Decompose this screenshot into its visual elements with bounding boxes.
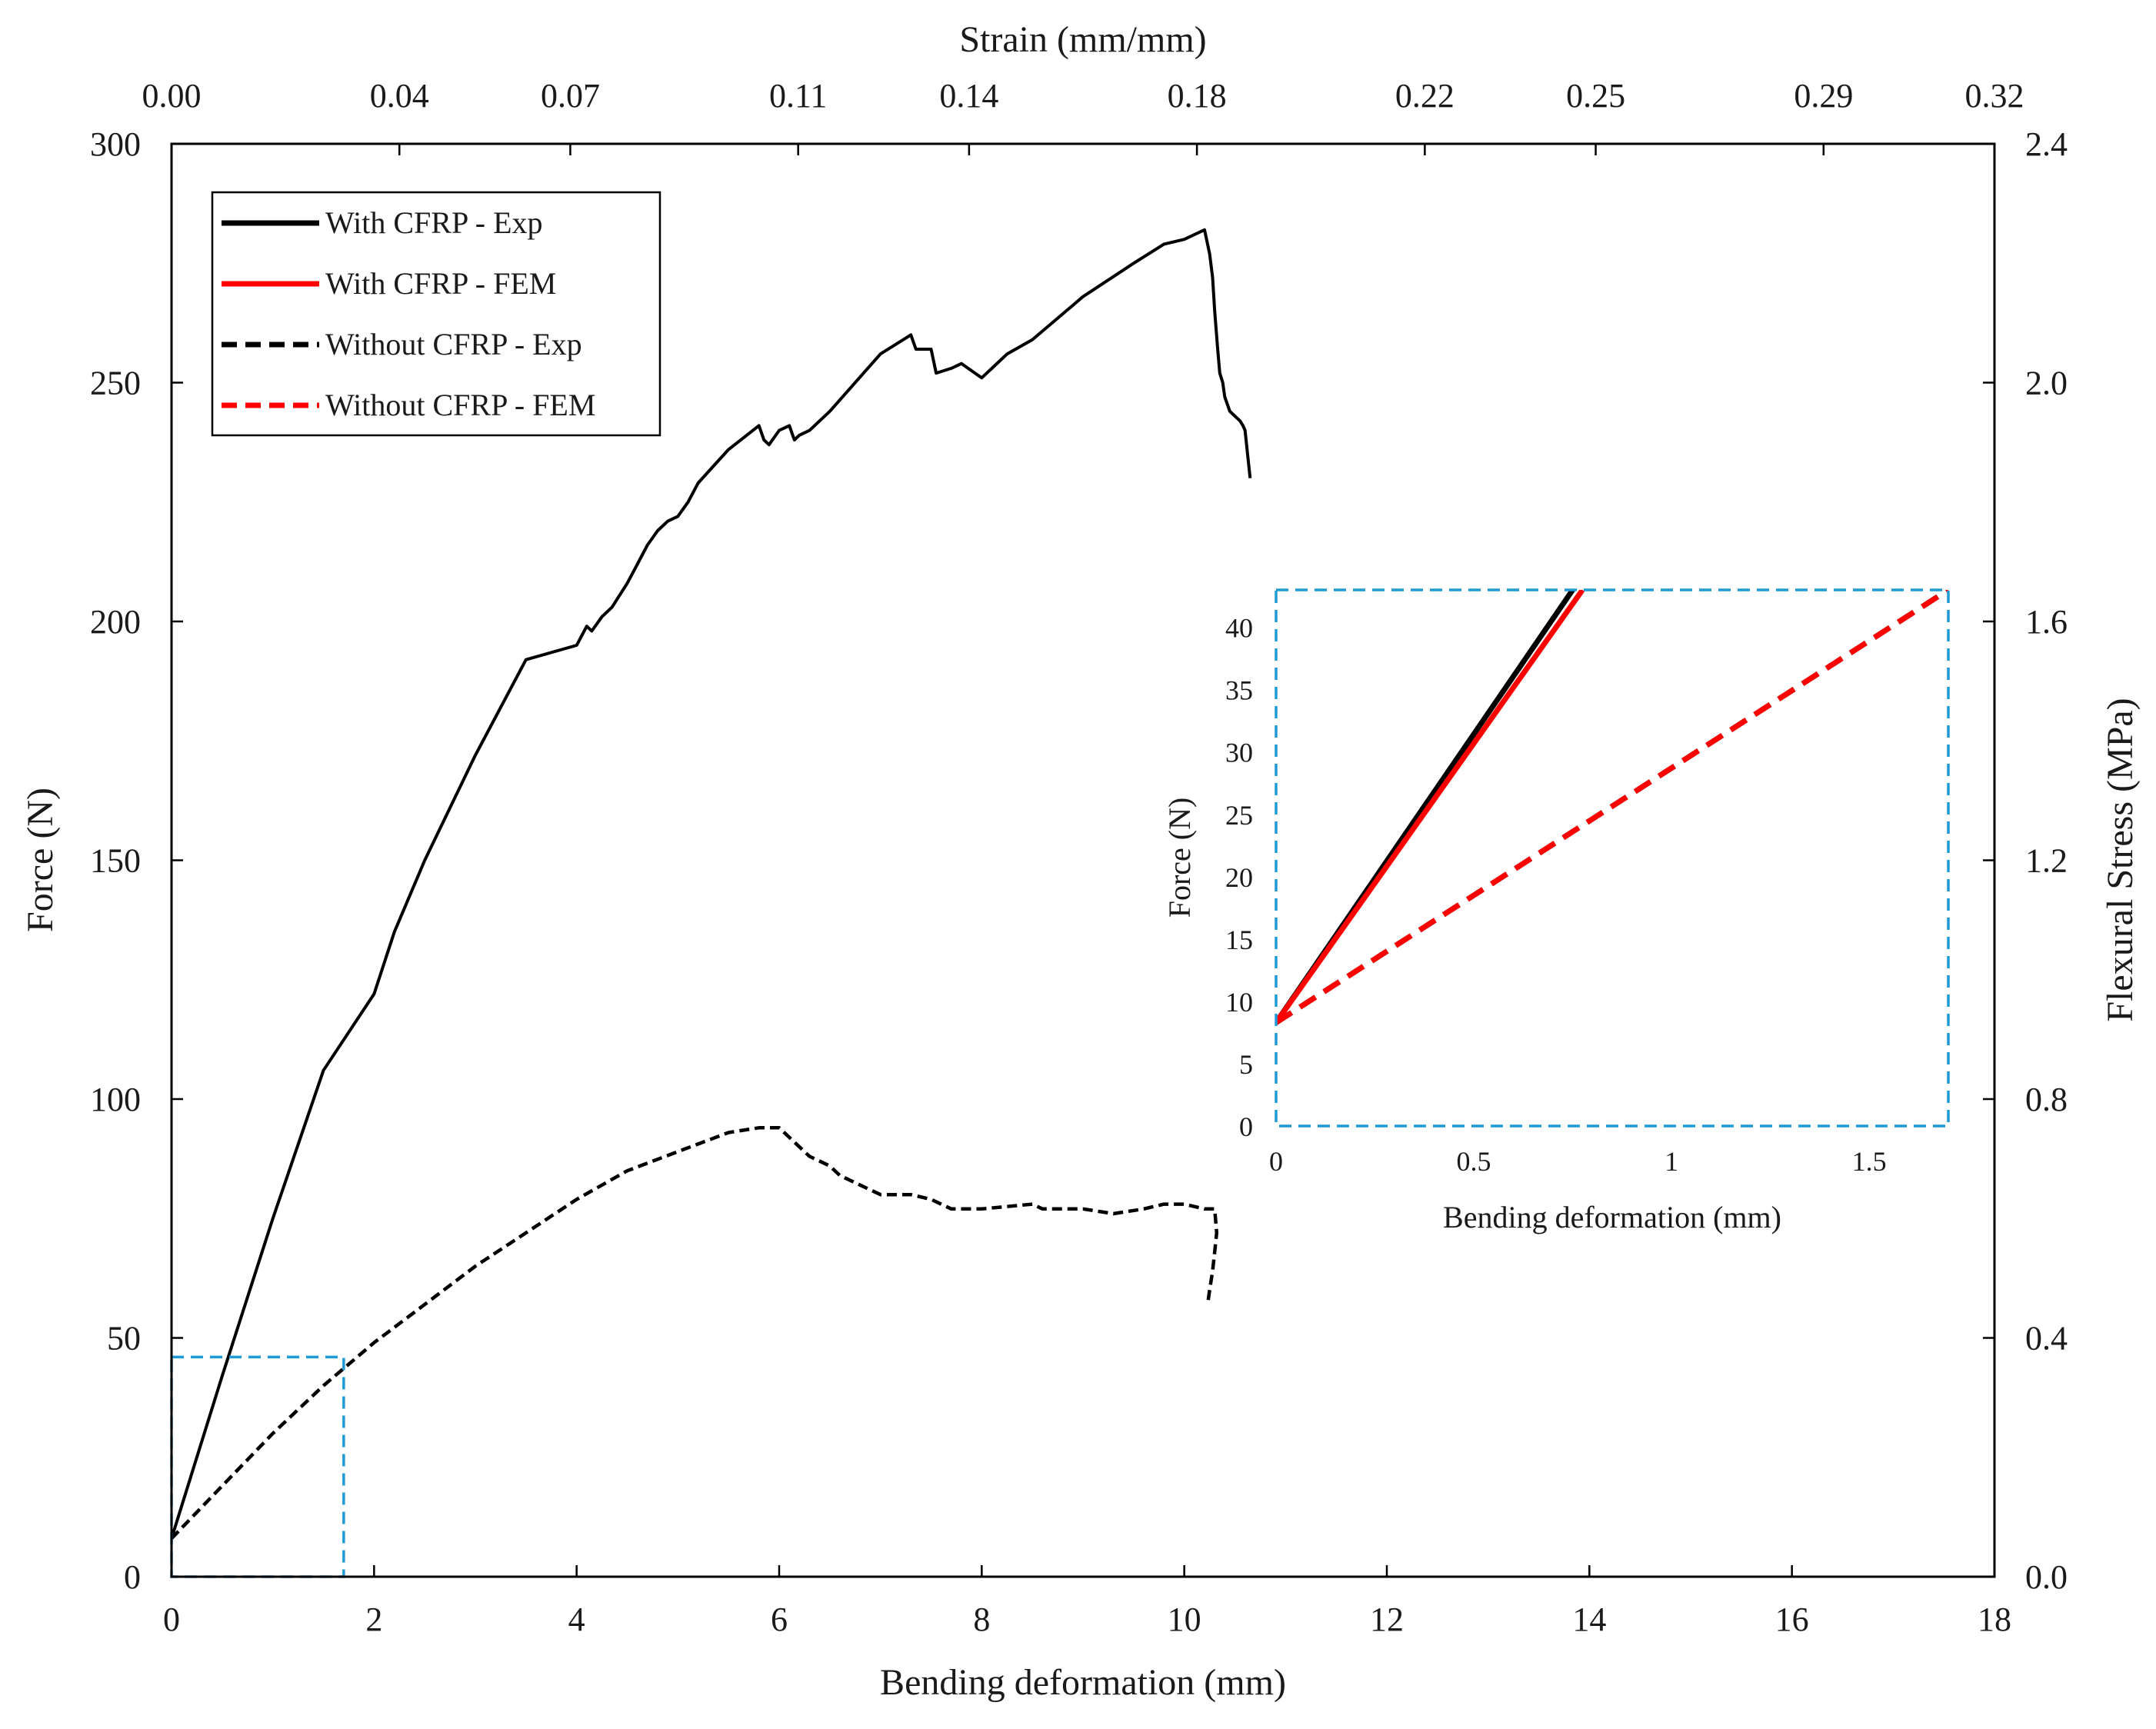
- x2-tick-label: 0.29: [1794, 77, 1853, 115]
- x-tick-label: 12: [1370, 1601, 1404, 1638]
- x2-axis-title: Strain (mm/mm): [959, 19, 1206, 60]
- y2-axis-title: Flexural Stress (MPa): [2100, 698, 2141, 1021]
- inset-y-tick-label: 20: [1225, 862, 1253, 893]
- legend-label-with-cfrp-exp: With CFRP - Exp: [325, 205, 543, 240]
- legend-label-without-cfrp-exp: Without CFRP - Exp: [325, 327, 582, 361]
- x-tick-label: 2: [365, 1601, 382, 1638]
- x-tick-label: 10: [1168, 1601, 1201, 1638]
- x2-tick-label: 0.22: [1395, 77, 1455, 115]
- y-tick-label: 300: [90, 125, 141, 163]
- x2-tick-label: 0.11: [769, 77, 827, 115]
- y-tick-label: 250: [90, 365, 141, 402]
- x2-tick-label: 0.07: [541, 77, 600, 115]
- inset-series-line-with-cfrp-fem: [1276, 590, 1585, 1024]
- y2-tick-label: 1.6: [2025, 603, 2068, 641]
- x-tick-label: 18: [1978, 1601, 2011, 1638]
- inset-x-tick-label: 0.5: [1457, 1146, 1491, 1177]
- x-tick-label: 16: [1775, 1601, 1809, 1638]
- inset-y-tick-label: 35: [1225, 675, 1253, 706]
- y-tick-label: 50: [107, 1320, 141, 1358]
- y2-tick-label: 0.0: [2025, 1558, 2068, 1596]
- inset-frame: [1275, 588, 1950, 1128]
- series-line-with-cfrp-exp: [172, 228, 1252, 1539]
- x-tick-label: 0: [163, 1601, 180, 1638]
- x2-tick-label: 0.32: [1965, 77, 2024, 115]
- y-tick-label: 0: [124, 1558, 141, 1596]
- x2-tick-label: 0.25: [1566, 77, 1625, 115]
- inset-x-tick-label: 1: [1664, 1146, 1678, 1177]
- y-tick-label: 100: [90, 1081, 141, 1118]
- x2-tick-label: 0.18: [1168, 77, 1227, 115]
- x-tick-label: 6: [771, 1601, 788, 1638]
- inset-series-line-without-cfrp-fem: [1276, 590, 1948, 1025]
- inset-y-tick-label: 5: [1239, 1049, 1253, 1080]
- inset-x-tick-label: 0: [1269, 1146, 1283, 1177]
- inset-y-axis-title: Force (N): [1162, 798, 1197, 918]
- legend: With CFRP - Exp With CFRP - FEM Without …: [211, 191, 661, 437]
- inset-chart: 0 0.5 1 1.5 0 5 10 15 20 25 30 35 40 Bending deforma…: [1162, 588, 1950, 1234]
- legend-label-without-cfrp-fem: Without CFRP - FEM: [325, 388, 595, 422]
- inset-background: [1276, 590, 1948, 1126]
- x-tick-label: 8: [973, 1601, 990, 1638]
- inset-y-tick-label: 25: [1225, 800, 1253, 831]
- inset-y-tick-label: 0: [1239, 1111, 1253, 1142]
- inset-y-tick-label: 30: [1225, 738, 1253, 768]
- series-line-without-cfrp-exp: [172, 1126, 1219, 1540]
- x2-tick-label: 0.14: [939, 77, 998, 115]
- x2-tick-label: 0.04: [370, 77, 429, 115]
- x-axis-title: Bending deformation (mm): [880, 1662, 1286, 1703]
- inset-x-tick-label: 1.5: [1852, 1146, 1887, 1177]
- y2-tick-label: 1.2: [2025, 842, 2068, 880]
- y2-tick-label: 2.0: [2025, 365, 2068, 402]
- x-tick-label: 14: [1572, 1601, 1606, 1638]
- y-tick-label: 200: [90, 603, 141, 641]
- legend-box: [211, 191, 661, 437]
- x2-tick-label: 0.00: [142, 77, 202, 115]
- inset-x-axis-title: Bending deformation (mm): [1443, 1200, 1781, 1234]
- inset-y-tick-label: 10: [1225, 987, 1253, 1018]
- y2-tick-label: 2.4: [2025, 125, 2068, 163]
- inset-y-tick-label: 15: [1225, 924, 1253, 955]
- x-tick-label: 4: [568, 1601, 585, 1638]
- legend-label-with-cfrp-fem: With CFRP - FEM: [325, 266, 556, 301]
- inset-y-tick-label: 40: [1225, 613, 1253, 644]
- y-tick-label: 150: [90, 842, 141, 880]
- y-axis-title: Force (N): [20, 788, 61, 932]
- y2-tick-label: 0.4: [2025, 1320, 2068, 1358]
- y2-tick-label: 0.8: [2025, 1081, 2068, 1118]
